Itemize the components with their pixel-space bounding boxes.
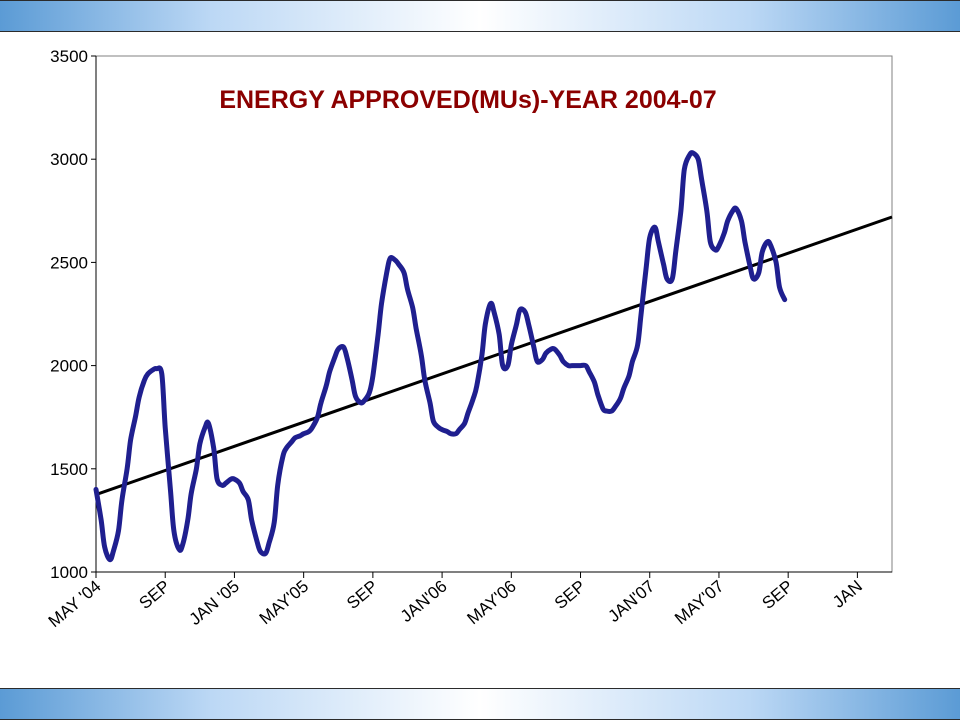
x-tick-label: SEP: [136, 577, 174, 613]
top-banner: [0, 0, 960, 32]
x-tick-label: MAY'07: [671, 577, 727, 629]
y-tick-label: 3500: [50, 47, 88, 66]
x-tick-label: JAN'07: [605, 577, 659, 626]
y-tick-label: 1000: [50, 563, 88, 582]
x-tick-label: SEP: [758, 577, 796, 613]
x-tick-label: MAY '04: [45, 577, 105, 632]
energy-series-line: [93, 150, 788, 563]
x-tick-label: JAN'06: [397, 577, 451, 626]
y-tick-label: 2500: [50, 253, 88, 272]
y-tick-label: 1500: [50, 460, 88, 479]
x-tick-label: MAY'06: [463, 577, 519, 629]
chart-title: ENERGY APPROVED(MUs)-YEAR 2004-07: [219, 86, 716, 114]
bottom-banner: [0, 688, 960, 720]
y-tick-label: 3000: [50, 150, 88, 169]
x-tick-label: SEP: [343, 577, 381, 613]
x-tick-label: JAN: [829, 577, 866, 612]
x-tick-label: JAN '05: [186, 577, 243, 629]
x-tick-label: SEP: [551, 577, 589, 613]
x-tick-label: MAY'05: [256, 577, 312, 629]
y-tick-label: 2000: [50, 357, 88, 376]
